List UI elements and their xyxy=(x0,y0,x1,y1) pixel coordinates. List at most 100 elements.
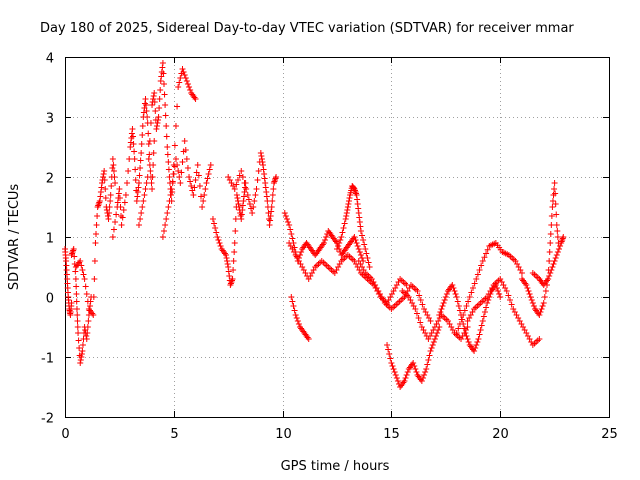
data-point xyxy=(142,186,149,192)
data-point xyxy=(174,103,181,110)
data-point xyxy=(393,375,400,381)
data-point xyxy=(442,294,449,300)
series-sat-c xyxy=(72,156,119,318)
data-point xyxy=(390,366,397,372)
data-point xyxy=(345,198,352,204)
data-point xyxy=(394,378,401,384)
data-point xyxy=(137,157,144,164)
data-point xyxy=(246,201,253,207)
data-point xyxy=(151,99,158,105)
data-point xyxy=(79,348,86,354)
data-point xyxy=(90,312,97,318)
data-point xyxy=(139,123,146,129)
data-point xyxy=(473,276,480,282)
data-point xyxy=(268,208,275,215)
data-point xyxy=(73,291,80,297)
data-point xyxy=(540,300,547,306)
data-point xyxy=(153,123,160,129)
data-point xyxy=(357,228,364,234)
data-point xyxy=(439,303,446,309)
series-sat-f xyxy=(159,138,214,240)
data-point xyxy=(468,289,475,296)
data-point xyxy=(474,271,481,278)
data-point xyxy=(238,216,245,222)
data-point xyxy=(163,133,170,140)
y-tick-label: 2 xyxy=(46,172,54,187)
data-point xyxy=(93,222,100,228)
x-tick-label: 10 xyxy=(275,427,292,442)
data-point xyxy=(554,228,561,234)
data-point xyxy=(199,204,206,210)
y-tick-label: -1 xyxy=(41,352,54,367)
data-point xyxy=(145,141,152,147)
x-tick-label: 15 xyxy=(383,427,400,442)
data-point xyxy=(554,249,561,255)
data-point xyxy=(130,133,136,140)
data-point xyxy=(552,201,559,207)
data-point xyxy=(525,288,532,294)
data-point xyxy=(106,204,113,210)
data-point xyxy=(145,156,152,162)
data-point xyxy=(478,322,485,329)
data-point xyxy=(413,310,420,317)
data-point xyxy=(132,177,139,183)
data-point xyxy=(209,216,216,222)
data-point xyxy=(90,294,97,300)
data-point xyxy=(74,324,81,330)
data-point xyxy=(530,303,537,309)
data-point xyxy=(475,336,482,342)
data-point xyxy=(156,105,163,111)
data-point xyxy=(82,283,89,290)
data-point xyxy=(259,159,266,165)
data-point xyxy=(483,250,490,257)
data-point xyxy=(291,307,298,314)
data-point xyxy=(183,156,190,162)
data-point xyxy=(346,195,353,201)
data-point xyxy=(110,162,117,168)
data-point xyxy=(414,288,421,294)
y-tick-label: 0 xyxy=(46,292,54,307)
data-point xyxy=(258,153,265,159)
data-point xyxy=(463,303,470,309)
data-point xyxy=(165,159,172,165)
data-point xyxy=(433,333,440,339)
data-point xyxy=(180,69,187,75)
data-point xyxy=(83,291,90,297)
data-point xyxy=(355,205,362,212)
data-point xyxy=(454,298,461,305)
data-point xyxy=(477,327,484,333)
data-point xyxy=(386,351,393,357)
data-point xyxy=(452,291,459,297)
data-point xyxy=(182,75,189,81)
data-point xyxy=(547,240,554,246)
data-point xyxy=(473,342,480,348)
data-point xyxy=(233,192,240,198)
data-point xyxy=(551,186,558,192)
data-point xyxy=(196,183,203,189)
data-point xyxy=(80,271,87,278)
data-point xyxy=(77,357,84,363)
tick-marks xyxy=(65,57,610,418)
data-point xyxy=(101,168,108,174)
data-point xyxy=(344,204,351,210)
data-point xyxy=(434,330,441,336)
data-point xyxy=(305,336,312,342)
data-point xyxy=(263,189,270,195)
data-point xyxy=(243,186,250,192)
data-point xyxy=(230,267,237,273)
data-point xyxy=(288,231,295,237)
data-point xyxy=(187,87,194,93)
data-point xyxy=(353,240,360,246)
data-point xyxy=(462,330,469,336)
data-point xyxy=(340,225,347,231)
data-point xyxy=(553,211,560,218)
data-point xyxy=(559,237,566,243)
data-point xyxy=(240,198,247,204)
data-point xyxy=(118,222,125,228)
data-point xyxy=(417,297,424,303)
data-point xyxy=(356,219,363,225)
data-point xyxy=(342,216,349,222)
data-point xyxy=(151,90,158,96)
data-point xyxy=(231,249,238,255)
data-point xyxy=(464,324,471,330)
